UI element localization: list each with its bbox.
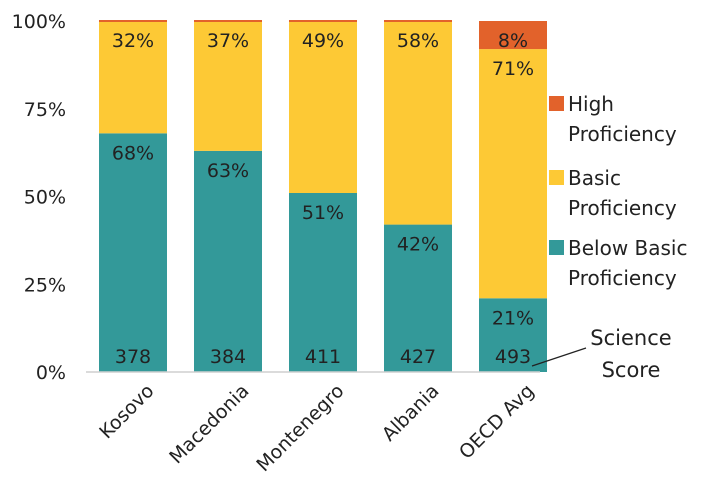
legend-label: High — [568, 92, 614, 116]
legend-label: Proficiency — [568, 122, 677, 146]
data-labels: 68% 32% 63% 37% 51% 49% 42% 58% 21% 71% 8% — [112, 30, 534, 329]
science-scores: 378 384 411 427 493 — [115, 346, 531, 368]
science-score-label: 493 — [495, 346, 531, 368]
bars-layer — [99, 20, 547, 372]
legend-label: Basic — [568, 166, 621, 190]
y-axis: 0% 25% 50% 75% 100% — [12, 11, 66, 384]
y-tick-label: 75% — [24, 99, 66, 121]
annotation-line-1: Science — [590, 326, 671, 350]
science-score-annotation: Science Score — [531, 326, 672, 382]
legend-swatch — [549, 240, 564, 255]
legend: High Proficiency Basic Proficiency Below Bas… — [549, 92, 687, 290]
legend-swatch — [549, 170, 564, 185]
bar-segment-edge — [289, 20, 357, 22]
bar-segment — [384, 21, 452, 225]
y-tick-label: 100% — [12, 11, 66, 33]
data-label: 42% — [397, 234, 439, 256]
science-score-label: 427 — [400, 346, 436, 368]
category-label: OECD Avg — [455, 380, 539, 464]
bar-segment — [99, 133, 167, 372]
bar-segment — [479, 21, 547, 50]
category-label: Montenegro — [252, 380, 348, 476]
bar-segment-edge — [194, 20, 262, 22]
y-tick-label: 25% — [24, 274, 66, 296]
annotation-line-2: Score — [602, 358, 661, 382]
legend-label: Proficiency — [568, 196, 677, 220]
bar-segment — [384, 224, 452, 372]
science-score-label: 378 — [115, 346, 151, 368]
bar-segment — [99, 21, 167, 134]
legend-label: Proficiency — [568, 266, 677, 290]
science-score-label: 411 — [305, 346, 341, 368]
category-label: Macedonia — [165, 380, 253, 468]
legend-label: Below Basic — [568, 236, 687, 260]
data-label: 21% — [492, 307, 534, 329]
data-label: 68% — [112, 142, 154, 164]
bar-segment — [479, 49, 547, 299]
annotation-leader-line — [531, 347, 587, 367]
bar-segment-edge — [384, 20, 452, 22]
data-label: 71% — [492, 58, 534, 80]
science-score-label: 384 — [210, 346, 246, 368]
data-label: 37% — [207, 30, 249, 52]
bar-segment-edge — [99, 20, 167, 22]
bar-segment — [479, 298, 547, 372]
data-label: 58% — [397, 30, 439, 52]
data-label: 49% — [302, 30, 344, 52]
bar-segment — [289, 21, 357, 193]
data-label: 63% — [207, 160, 249, 182]
bar-segment — [289, 192, 357, 372]
bar-segment — [194, 150, 262, 372]
y-tick-label: 50% — [24, 187, 66, 209]
category-label: Kosovo — [95, 380, 158, 443]
legend-swatch — [549, 96, 564, 111]
data-label: 8% — [498, 30, 528, 52]
data-label: 32% — [112, 30, 154, 52]
data-label: 51% — [302, 202, 344, 224]
y-tick-label: 0% — [36, 362, 66, 384]
category-label: Albania — [378, 380, 444, 446]
bar-segment — [194, 21, 262, 151]
